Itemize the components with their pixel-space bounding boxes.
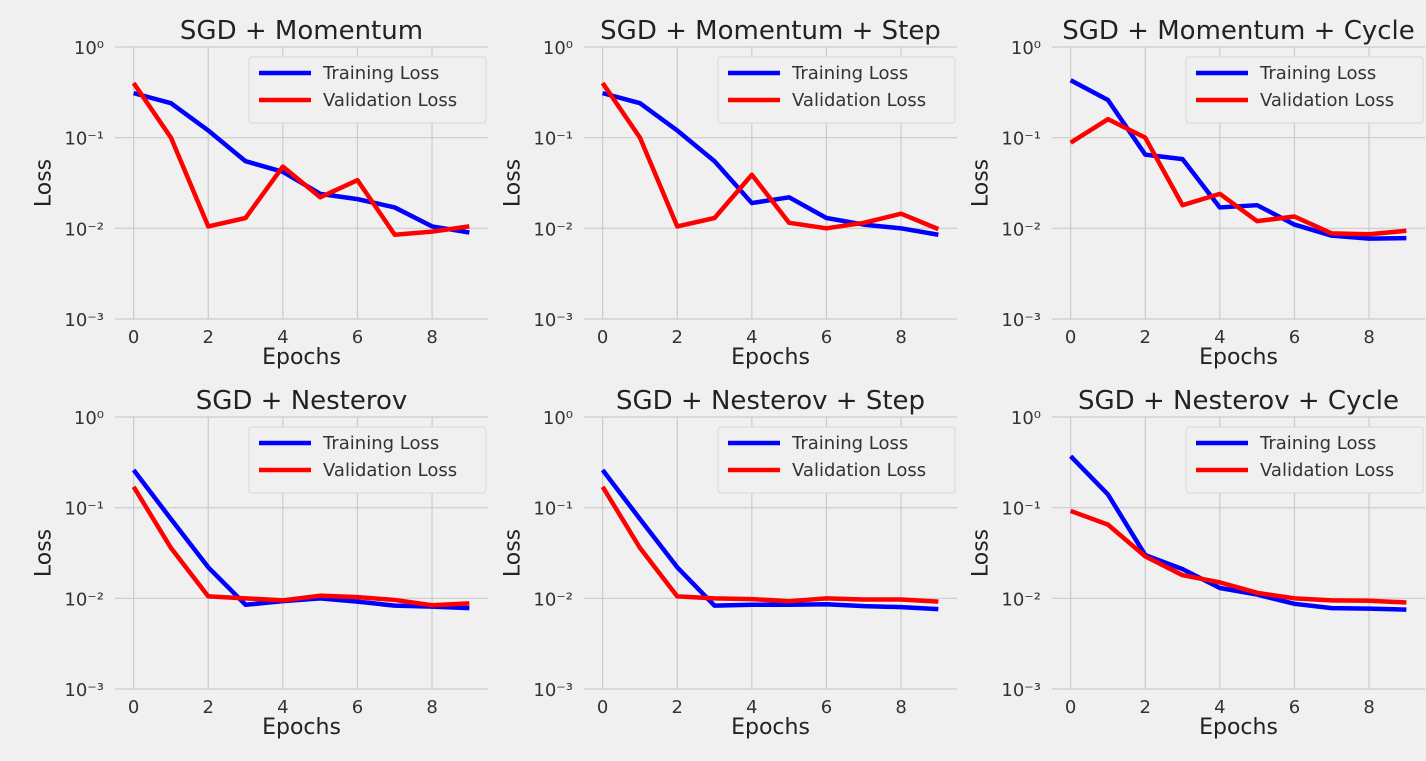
legend-label: Training Loss <box>322 63 439 84</box>
legend-label: Training Loss <box>322 433 439 454</box>
y-tick-label: 10⁻¹ <box>1001 499 1041 520</box>
x-tick-label: 8 <box>1363 327 1374 348</box>
y-tick-label: 10⁻² <box>533 219 573 240</box>
y-tick-label: 10⁻¹ <box>64 499 104 520</box>
series-line-training-loss <box>1069 454 1407 612</box>
series-line-validation-loss <box>1069 116 1407 237</box>
y-axis-label: Loss <box>969 159 994 207</box>
x-axis-label: Epochs <box>731 715 810 740</box>
subplot-5: 10⁻³ 10⁻² 10⁻¹ 10⁰ 0 2 4 6 8 Training Loss Validat… <box>501 386 957 740</box>
x-tick-label: 0 <box>1065 697 1076 718</box>
x-tick-label: 6 <box>1289 697 1300 718</box>
x-tick-label: 2 <box>672 697 683 718</box>
x-tick-label: 2 <box>672 327 683 348</box>
x-axis-label: Epochs <box>262 345 341 370</box>
y-tick-label: 10⁰ <box>1011 38 1041 59</box>
x-tick-label: 8 <box>895 327 906 348</box>
x-tick-label: 6 <box>352 327 363 348</box>
x-axis-label: Epochs <box>262 715 341 740</box>
chart-title: SGD + Momentum + Step <box>600 16 941 46</box>
x-axis-label: Epochs <box>1199 345 1278 370</box>
y-tick-label: 10⁻² <box>533 589 573 610</box>
x-tick-label: 2 <box>1140 327 1151 348</box>
y-tick-label: 10⁻² <box>64 589 104 610</box>
x-tick-label: 6 <box>821 327 832 348</box>
subplot-4: 10⁻³ 10⁻² 10⁻¹ 10⁰ 0 2 4 6 8 Training Loss Validat… <box>32 386 488 740</box>
y-tick-label: 10⁻³ <box>64 310 104 331</box>
subplot-1: 10⁻³ 10⁻² 10⁻¹ 10⁰ 0 2 4 6 8 Training Loss Validat… <box>32 16 488 370</box>
legend-label: Validation Loss <box>792 90 926 111</box>
chart-title: SGD + Nesterov <box>196 386 408 416</box>
y-tick-label: 10⁰ <box>1011 408 1041 429</box>
chart-title: SGD + Momentum + Cycle <box>1062 16 1415 46</box>
legend-label: Training Loss <box>791 433 908 454</box>
legend-label: Validation Loss <box>323 90 457 111</box>
x-tick-label: 8 <box>426 697 437 718</box>
legend-label: Training Loss <box>1259 433 1376 454</box>
y-axis-label: Loss <box>32 529 57 577</box>
x-axis-label: Epochs <box>731 345 810 370</box>
x-tick-label: 6 <box>821 697 832 718</box>
y-tick-label: 10⁻² <box>1001 219 1041 240</box>
y-tick-label: 10⁻² <box>1001 589 1041 610</box>
y-axis-label: Loss <box>969 529 994 577</box>
subplot-3: 10⁻³ 10⁻² 10⁻¹ 10⁰ 0 2 4 6 8 Training Loss Validat… <box>969 16 1425 370</box>
x-tick-label: 8 <box>1363 697 1374 718</box>
chart-title: SGD + Nesterov + Step <box>616 386 925 416</box>
x-tick-label: 4 <box>746 697 757 718</box>
y-tick-label: 10⁻² <box>64 219 104 240</box>
x-tick-label: 2 <box>203 327 214 348</box>
subplot-2: 10⁻³ 10⁻² 10⁻¹ 10⁰ 0 2 4 6 8 Training Loss Validat… <box>501 16 957 370</box>
subplot-6: 10⁻³ 10⁻² 10⁻¹ 10⁰ 0 2 4 6 8 Training Loss Validat… <box>969 386 1425 740</box>
y-tick-label: 10⁻³ <box>64 680 104 701</box>
chart-title: SGD + Nesterov + Cycle <box>1078 386 1399 416</box>
x-tick-label: 2 <box>203 697 214 718</box>
legend-label: Training Loss <box>791 63 908 84</box>
x-tick-label: 4 <box>277 697 288 718</box>
x-tick-label: 4 <box>277 327 288 348</box>
y-tick-label: 10⁻³ <box>1001 680 1041 701</box>
legend-label: Validation Loss <box>1260 90 1394 111</box>
x-tick-label: 0 <box>597 697 608 718</box>
y-tick-label: 10⁻³ <box>1001 310 1041 331</box>
x-tick-label: 6 <box>1289 327 1300 348</box>
x-tick-label: 2 <box>1140 697 1151 718</box>
x-tick-label: 4 <box>746 327 757 348</box>
x-tick-label: 8 <box>895 697 906 718</box>
series-line-validation-loss <box>131 485 470 608</box>
series-line-training-loss <box>600 468 939 612</box>
y-tick-label: 10⁻¹ <box>533 129 573 150</box>
y-tick-label: 10⁻¹ <box>64 129 104 150</box>
x-tick-label: 0 <box>128 697 139 718</box>
y-axis-label: Loss <box>501 529 526 577</box>
y-axis-label: Loss <box>501 159 526 207</box>
series-line-validation-loss <box>131 81 470 237</box>
x-axis-label: Epochs <box>1199 715 1278 740</box>
series-line-validation-loss <box>600 81 940 232</box>
y-tick-label: 10⁰ <box>543 38 573 59</box>
y-axis-label: Loss <box>32 159 57 207</box>
x-tick-label: 0 <box>1065 327 1076 348</box>
x-tick-label: 4 <box>1214 697 1225 718</box>
x-tick-label: 0 <box>128 327 139 348</box>
chart-title: SGD + Momentum <box>180 16 423 46</box>
legend-label: Validation Loss <box>1260 460 1394 481</box>
y-tick-label: 10⁰ <box>74 38 104 59</box>
y-tick-label: 10⁰ <box>74 408 104 429</box>
y-tick-label: 10⁻¹ <box>533 499 573 520</box>
y-tick-label: 10⁻³ <box>533 310 573 331</box>
legend-label: Validation Loss <box>323 460 457 481</box>
y-tick-label: 10⁻¹ <box>1001 129 1041 150</box>
y-tick-label: 10⁰ <box>543 408 573 429</box>
x-tick-label: 8 <box>426 327 437 348</box>
legend-label: Validation Loss <box>792 460 926 481</box>
legend-label: Training Loss <box>1259 63 1376 84</box>
series-line-validation-loss <box>1069 508 1407 605</box>
x-tick-label: 0 <box>597 327 608 348</box>
x-tick-label: 4 <box>1214 327 1225 348</box>
y-tick-label: 10⁻³ <box>533 680 573 701</box>
series-line-validation-loss <box>600 485 939 604</box>
x-tick-label: 6 <box>352 697 363 718</box>
